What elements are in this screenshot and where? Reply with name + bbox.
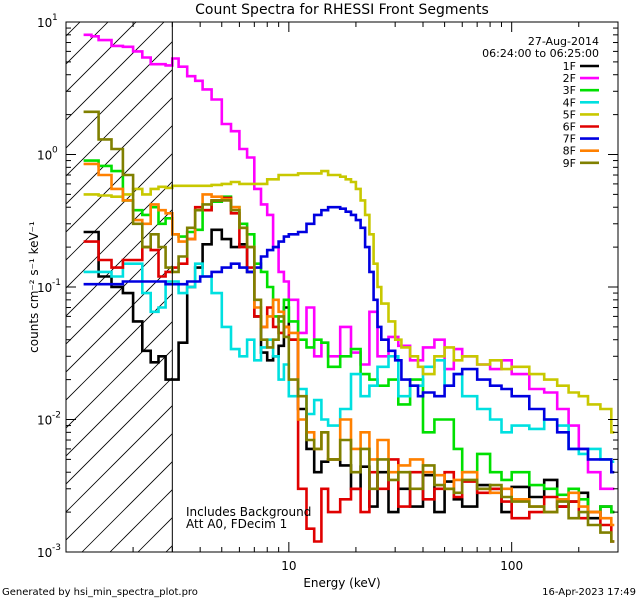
legend-label-7F: 7F [563, 133, 576, 146]
footer-timestamp: 16-Apr-2023 17:49 [542, 587, 636, 598]
x-axis-label: Energy (keV) [303, 576, 380, 590]
hatch-line [66, 22, 137, 93]
hatch-line [66, 22, 109, 65]
hatch-line [66, 237, 173, 345]
series-lines [83, 33, 615, 543]
legend-label-5F: 5F [563, 108, 576, 121]
hatch-line [66, 209, 173, 317]
hatch-line [109, 489, 173, 552]
x-tick-label: 10 [281, 559, 296, 573]
legend-label-9F: 9F [563, 157, 576, 170]
hatch-line [66, 41, 173, 149]
legend-label-6F: 6F [563, 121, 576, 134]
background-note: Includes Background [186, 505, 311, 519]
legend-label-8F: 8F [563, 145, 576, 158]
attenuator-note: Att A0, FDecim 1 [186, 517, 287, 531]
plot-frame [65, 21, 619, 553]
y-tick-label: 10 [37, 149, 52, 163]
hatch-line [66, 153, 173, 261]
y-tick-label: 10 [37, 281, 52, 295]
hatch-line [66, 433, 173, 541]
hatch-line [66, 293, 173, 401]
y-tick-label-exponent: 0 [52, 146, 58, 156]
axis-ticks [65, 21, 619, 553]
series-line-4F [83, 262, 615, 463]
y-tick-label-exponent: 1 [52, 13, 58, 23]
hatch-line [66, 181, 173, 289]
series-line-3F [83, 159, 615, 514]
hatch-line [66, 377, 173, 485]
chart-title: Count Spectra for RHESSI Front Segments [195, 2, 489, 18]
footer-generated-by: Generated by hsi_min_spectra_plot.pro [2, 587, 198, 598]
y-tick-label: 10 [37, 16, 52, 30]
series-line-7F [83, 205, 615, 474]
y-tick-label-exponent: -3 [52, 543, 61, 553]
hatched-region [66, 0, 640, 552]
series-line-1F [83, 228, 615, 520]
hatch-line [66, 321, 173, 429]
y-tick-label-exponent: -2 [52, 411, 61, 421]
time-range-label: 06:24:00 to 06:25:00 [482, 47, 599, 60]
hatch-line [66, 97, 173, 205]
hatch-line [66, 405, 173, 513]
series-line-6F [83, 196, 615, 543]
hatch-line [66, 125, 173, 233]
x-tick-label: 100 [500, 559, 523, 573]
y-tick-label: 10 [37, 414, 52, 428]
date-label: 27-Aug-2014 [528, 35, 599, 48]
hatch-line [66, 265, 173, 373]
legend-label-4F: 4F [563, 96, 576, 109]
legend-label-2F: 2F [563, 72, 576, 85]
y-tick-label: 10 [37, 546, 52, 560]
series-line-9F [83, 110, 615, 543]
legend-label-1F: 1F [563, 60, 576, 73]
y-axis-label: counts cm⁻² s⁻¹ keV⁻¹ [27, 221, 41, 353]
hatch-line [250, 0, 640, 552]
legend-label-3F: 3F [563, 84, 576, 97]
y-tick-label-exponent: -1 [52, 278, 61, 288]
x-tick-labels: 10 100 [281, 559, 523, 573]
hatch-line [66, 349, 173, 457]
